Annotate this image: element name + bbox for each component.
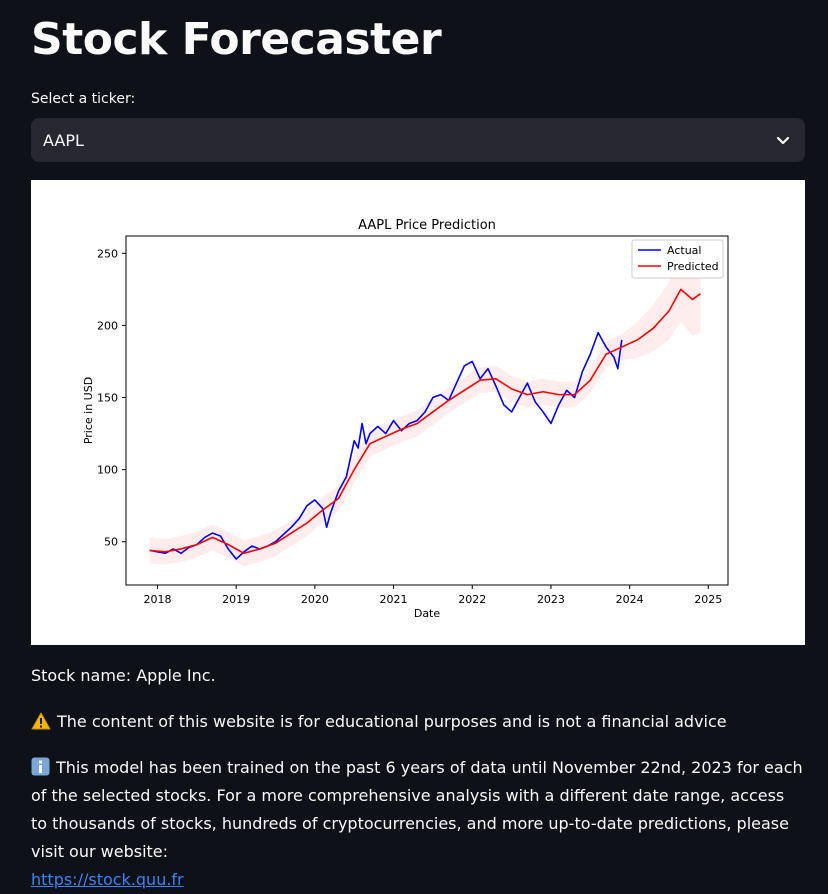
- y-axis-label: Price in USD: [82, 377, 95, 444]
- warning-icon: [31, 712, 51, 730]
- x-tick-label: 2020: [301, 593, 329, 606]
- x-tick-label: 2019: [222, 593, 250, 606]
- price-prediction-chart: 2018 2019 2020 2021 2022 2023 2024 2025 50 100 150…: [31, 180, 805, 645]
- ticker-select-label: Select a ticker:: [31, 91, 136, 107]
- legend-label-actual: Actual: [667, 244, 701, 257]
- chevron-down-icon[interactable]: [775, 132, 791, 148]
- page-title: Stock Forecaster: [31, 14, 442, 65]
- x-tick-label: 2024: [616, 593, 644, 606]
- x-axis-label: Date: [414, 607, 441, 620]
- x-tick-label: 2018: [143, 593, 171, 606]
- info-icon: [31, 757, 50, 776]
- x-tick-label: 2021: [380, 593, 408, 606]
- y-tick-label: 150: [97, 392, 118, 405]
- ticker-select-value: AAPL: [43, 130, 84, 150]
- warning-text: The content of this website is for educa…: [57, 712, 727, 731]
- ticker-select[interactable]: AAPL: [31, 118, 805, 162]
- chart-title: AAPL Price Prediction: [358, 218, 496, 233]
- y-tick-label: 100: [97, 464, 118, 477]
- series-line-actual: [149, 331, 623, 560]
- stock-name-text: Stock name: Apple Inc.: [31, 666, 216, 685]
- x-tick-label: 2022: [458, 593, 486, 606]
- legend-label-predicted: Predicted: [667, 260, 719, 273]
- plot-area: [125, 235, 729, 586]
- model-note-text: This model has been trained on the past …: [31, 758, 803, 861]
- series-line-predicted: [149, 288, 701, 555]
- disclaimer-text: The content of this website is for educa…: [31, 708, 805, 736]
- model-info-text: This model has been trained on the past …: [31, 754, 805, 894]
- x-tick-label: 2025: [694, 593, 722, 606]
- y-tick-label: 250: [97, 247, 118, 260]
- y-tick-label: 200: [97, 319, 118, 332]
- x-tick-label: 2023: [537, 593, 565, 606]
- chart-svg: 2018 2019 2020 2021 2022 2023 2024 2025 50 100 150…: [82, 218, 729, 620]
- chart-legend: Actual Predicted: [631, 239, 724, 279]
- y-tick-label: 50: [104, 536, 118, 549]
